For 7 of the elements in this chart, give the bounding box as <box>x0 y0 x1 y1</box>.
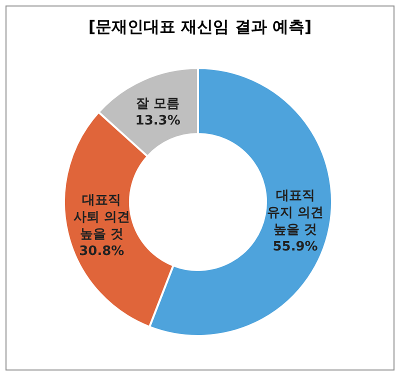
data-label: 13.3% <box>135 114 180 129</box>
chart-title: [문재인대표 재신임 결과 예측] <box>88 17 312 36</box>
slice-label: 잘 모름 <box>136 96 180 112</box>
slice-label: 대표직 유지 의견 높을 것 <box>267 188 324 238</box>
data-label: 55.9% <box>272 239 318 254</box>
data-label: 30.8% <box>79 244 124 259</box>
slice-label: 대표직 사퇴 의견 높을 것 <box>73 192 130 242</box>
